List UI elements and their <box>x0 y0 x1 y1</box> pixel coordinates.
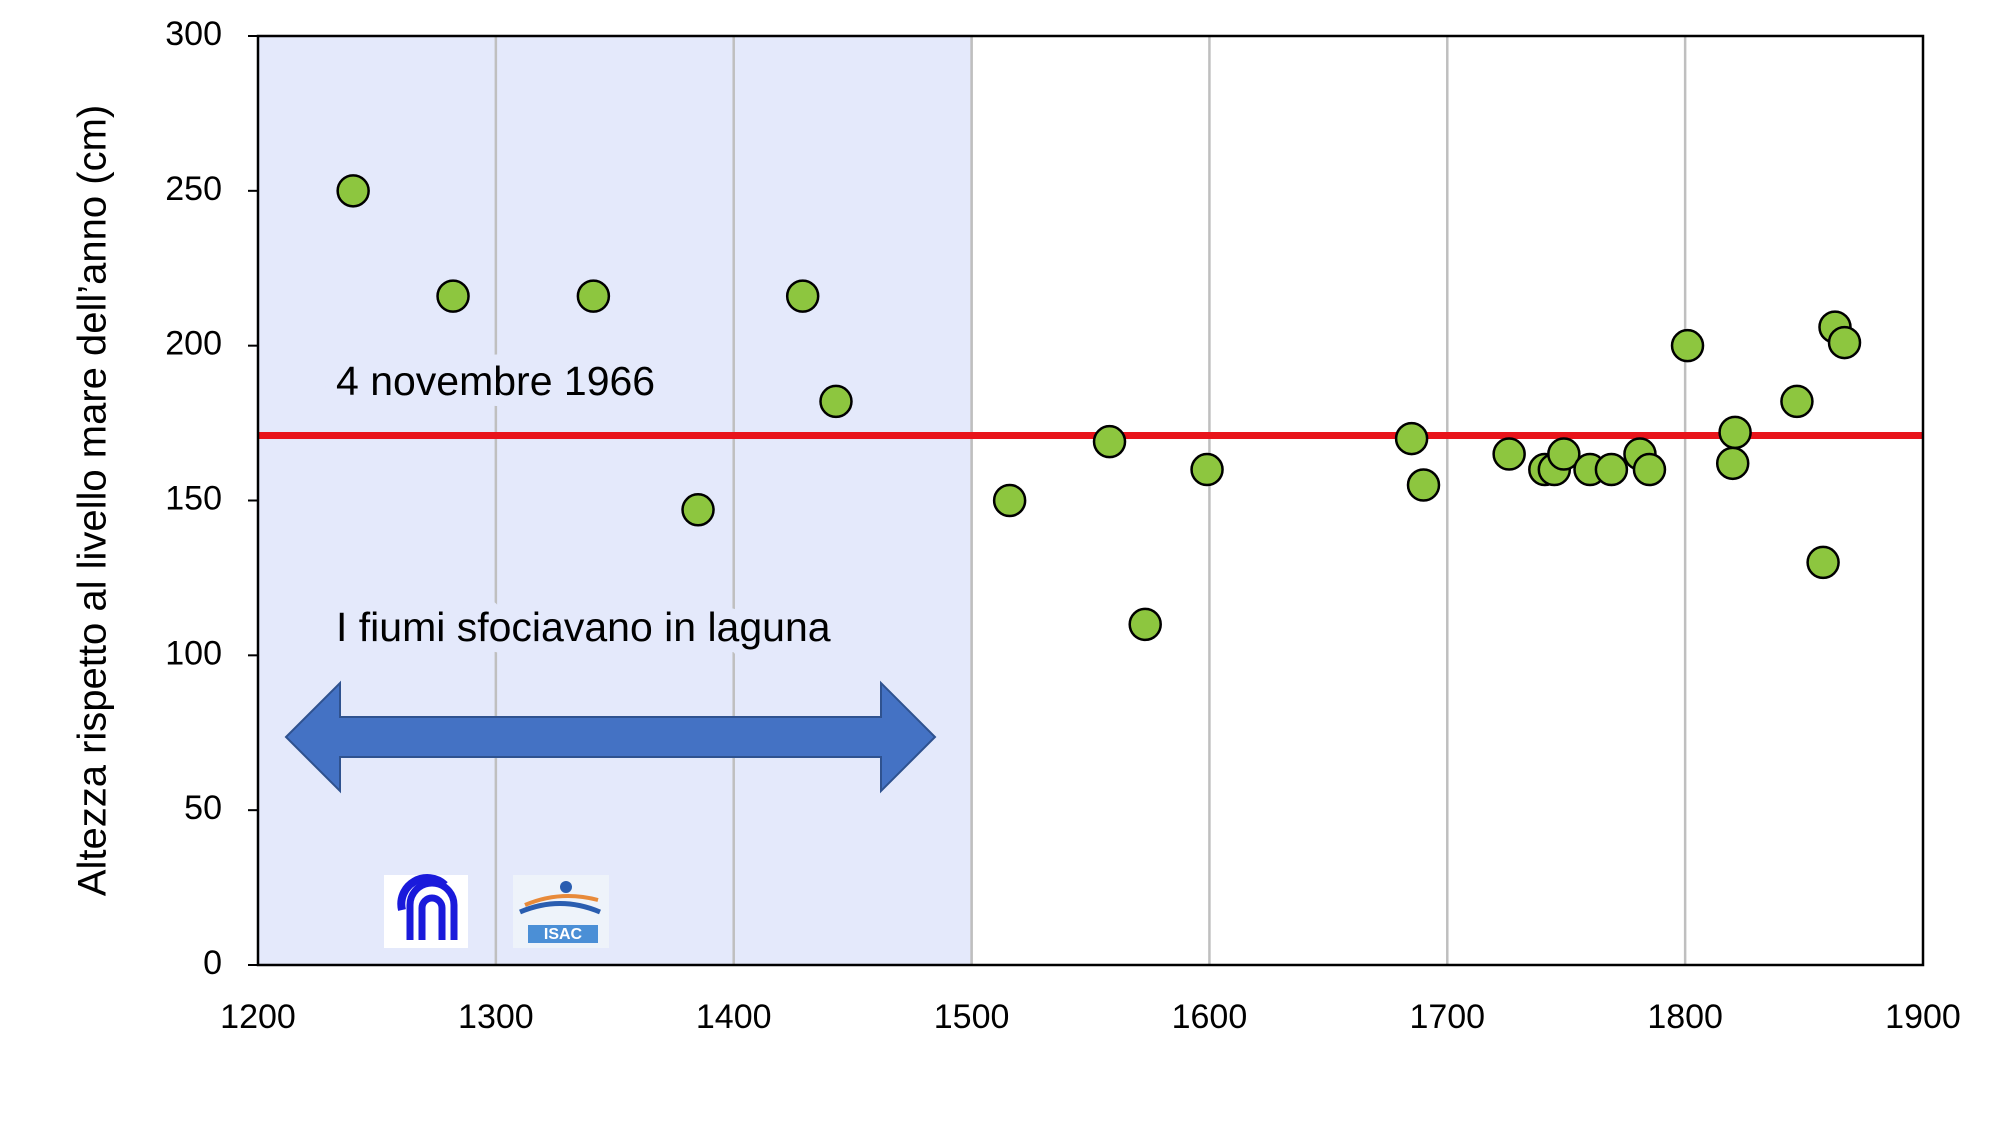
isac-wave <box>519 901 601 915</box>
data-point <box>1806 545 1840 580</box>
data-point <box>1394 421 1429 456</box>
cnr-logo-mark <box>406 879 458 940</box>
region-arrow <box>284 680 937 794</box>
data-point <box>576 279 611 313</box>
x-tick-label: 1900 <box>1885 998 1961 1036</box>
data-point <box>436 279 470 313</box>
isac-text: ISAC <box>544 926 583 943</box>
reference-label: 4 novembre 1966 <box>336 358 655 404</box>
data-point <box>1190 452 1224 487</box>
data-point <box>1670 328 1705 363</box>
x-tick-label: 1700 <box>1409 998 1485 1036</box>
data-point <box>1594 452 1629 487</box>
y-tick-label: 150 <box>165 479 222 517</box>
cnr-logo-arc <box>397 874 448 911</box>
y-tick-label: 0 <box>203 944 222 982</box>
data-point <box>785 279 820 313</box>
x-tick-label: 1600 <box>1172 998 1248 1036</box>
logos: ISAC <box>384 874 609 948</box>
x-tick-label: 1300 <box>458 998 534 1036</box>
y-tick-label: 250 <box>165 170 222 208</box>
data-point <box>1128 607 1162 642</box>
y-axis-label: Altezza rispetto al livello mare dell’an… <box>71 105 115 896</box>
isac-band <box>528 925 598 943</box>
data-point <box>336 174 370 208</box>
isac-dot <box>560 881 572 893</box>
y-tick-label: 100 <box>165 634 222 672</box>
y-tick-label: 200 <box>165 325 222 363</box>
data-point <box>1718 415 1752 450</box>
x-tick-label: 1200 <box>220 998 296 1036</box>
plot-frame <box>256 34 1925 967</box>
shaded-region <box>258 36 972 965</box>
x-tick-label: 1400 <box>696 998 772 1036</box>
data-point <box>1780 384 1814 419</box>
region-label: I fiumi sfociavano in laguna <box>336 604 831 650</box>
y-tick-label: 300 <box>165 15 222 53</box>
data-point <box>681 493 715 527</box>
y-tick-label: 50 <box>184 789 222 827</box>
data-point <box>1092 424 1127 459</box>
data-point <box>1827 325 1862 360</box>
data-point <box>1632 452 1667 487</box>
data-point <box>1492 437 1526 471</box>
data-point <box>1547 437 1581 471</box>
data-point <box>1406 468 1441 502</box>
x-tick-label: 1800 <box>1647 998 1723 1036</box>
x-tick-label: 1500 <box>934 998 1010 1036</box>
data-point <box>1715 446 1750 481</box>
data-point <box>819 384 853 419</box>
data-point <box>992 483 1027 518</box>
isac-wave <box>524 894 599 907</box>
